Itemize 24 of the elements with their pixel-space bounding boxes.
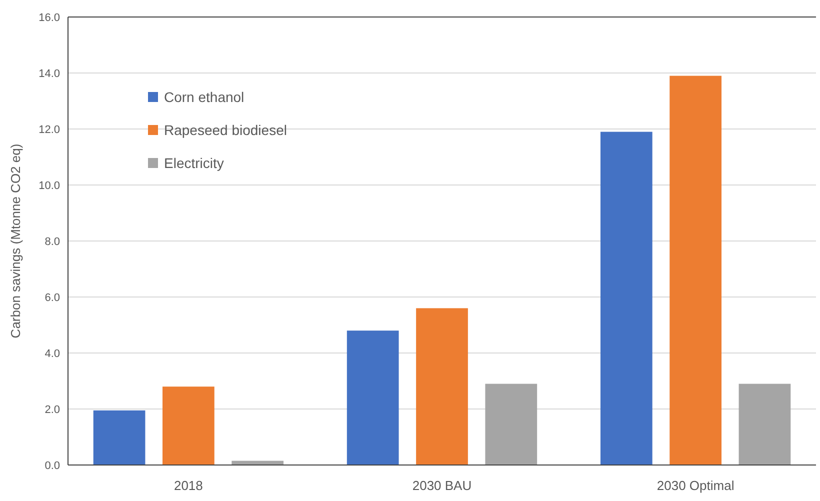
legend-label: Electricity [164,154,224,171]
bar [416,308,468,465]
bar [346,330,399,465]
x-tick-label: 2030 BAU [412,478,472,493]
y-tick-label: 8.0 [44,236,60,248]
bar [670,76,722,465]
x-tick-label: 2018 [174,478,203,493]
y-tick-label: 6.0 [44,292,60,304]
bar [485,384,538,465]
y-tick-label: 14.0 [38,68,60,80]
y-tick-label: 2.0 [44,404,60,416]
legend-label: Rapeseed biodiesel [164,122,287,138]
y-tick-label: 0.0 [44,460,60,472]
y-tick-label: 10.0 [38,180,60,192]
bar [93,410,146,465]
bar [162,386,214,465]
bar [738,384,791,465]
x-tick-label: 2030 Optimal [656,478,734,493]
y-tick-label: 12.0 [38,124,60,136]
y-tick-label: 16.0 [38,12,60,24]
y-tick-label: 4.0 [44,348,60,360]
legend-label: Corn ethanol [164,88,244,105]
bar [600,132,652,465]
y-axis-title: Carbon savings (Mtonne CO2 eq) [8,144,23,338]
